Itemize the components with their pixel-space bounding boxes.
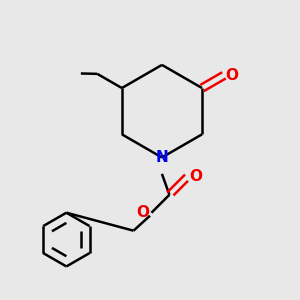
Text: N: N [156,150,168,165]
Text: O: O [136,205,150,220]
Text: O: O [225,68,238,83]
Text: O: O [189,169,202,184]
